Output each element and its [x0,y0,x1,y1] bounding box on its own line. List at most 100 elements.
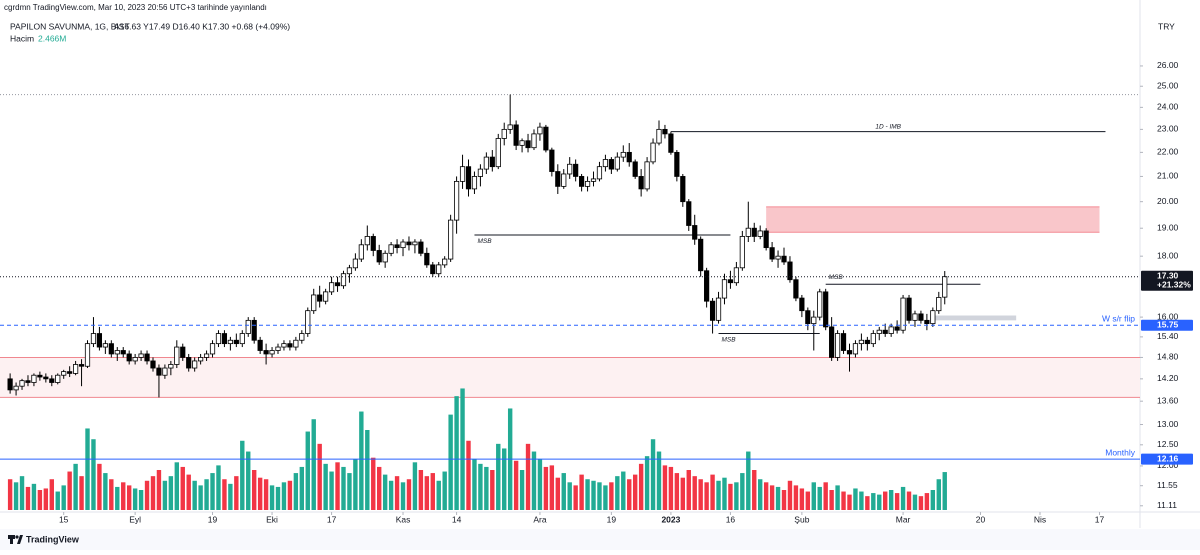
zone [932,315,1017,321]
volume-bar [888,490,894,510]
volume-bar [823,482,828,510]
volume-bar [519,470,525,510]
candle-body [709,300,716,321]
y-tick-label: 15.40 [1157,331,1179,341]
volume-bar [662,465,668,510]
brand-logo [8,535,23,544]
candle-body [346,267,353,275]
volume-bar [686,470,691,510]
candle-body [150,360,156,369]
candle-body [281,343,287,348]
volume-bar [382,474,388,510]
volume-bar [240,440,245,510]
volume-bar [543,466,549,510]
volume-bar [412,462,418,510]
volume-bar [609,482,614,510]
volume-bar [555,477,560,510]
volume-bar [299,466,305,510]
currency: TRY [1158,21,1175,31]
y-tick-label: 21.00 [1157,171,1179,181]
volume-bar [627,479,632,510]
candle-body [704,270,710,302]
candle-body [471,176,478,190]
candle-body [811,316,817,325]
candle-body [644,161,650,190]
candle-body [930,310,936,325]
candle-body [817,291,823,318]
volume-bar [91,439,96,510]
candle-body [328,282,335,293]
volume-bar [900,486,906,510]
volume-bar [573,485,578,510]
candle-body [168,364,174,369]
volume-bar [757,479,763,510]
volume-bar [811,482,816,510]
volume-bar [418,470,424,510]
candle-body [84,343,91,367]
volume-bar [73,463,78,510]
volume-bar [55,491,60,510]
volume-bar [638,463,644,510]
x-tick-label: Eyl [129,514,141,524]
candle-body [507,124,513,130]
volume-bar [85,428,90,510]
volume-bar [537,459,543,510]
volume-bar [615,476,620,510]
volume-bar [936,479,941,510]
y-tick-label: 12.00 [1157,460,1179,470]
candle-body [763,230,769,249]
volume-bar [61,485,66,510]
candle-body [233,339,239,345]
y-tick-label: 24.00 [1157,102,1179,112]
candle-body [102,343,108,348]
volume-bar [942,472,947,510]
candle-body [406,241,412,246]
volume-bar [281,482,287,510]
volume-bar [781,490,787,510]
volume-bar [567,482,572,510]
candle-body [352,258,358,269]
x-tick-label: 2023 [661,514,680,524]
volume-bar [377,466,382,510]
x-tick-label: Ara [533,514,547,524]
candle-body [376,250,382,263]
candle-body [442,258,448,266]
candle-body [698,238,704,272]
volume-bar [490,470,495,510]
volume-bar [257,477,263,510]
volume-bar [710,474,715,510]
candle-body [864,339,870,345]
candle-body [668,133,674,153]
volume-bar [924,493,930,510]
volume-bar [79,476,84,510]
candle-body [25,380,31,383]
candle-body [733,267,739,284]
volume-bar [793,485,799,510]
volume-bar [698,479,703,510]
candle-body [465,166,472,190]
candle-body [549,149,555,172]
volume-bar [549,465,555,510]
volume-bar [847,494,852,510]
volume-label: Hacim [10,33,34,43]
y-tick-label: 16.00 [1157,311,1179,321]
candle-body [477,168,484,177]
volume-bar [746,451,751,510]
candle-body [203,353,210,358]
candle-body [90,333,97,345]
candle-body [412,241,418,246]
candle-body [567,163,573,175]
volume-bar [752,470,757,510]
price-label: 12.16 [1157,453,1179,463]
volume-bar [353,459,358,510]
candle-body [846,350,853,355]
candle-body [829,326,835,358]
price-change: +21.32% [1157,279,1191,289]
candle-body [382,252,388,263]
price-label-box [1141,270,1193,291]
volume-bar [906,491,912,510]
candle-body [870,333,876,345]
